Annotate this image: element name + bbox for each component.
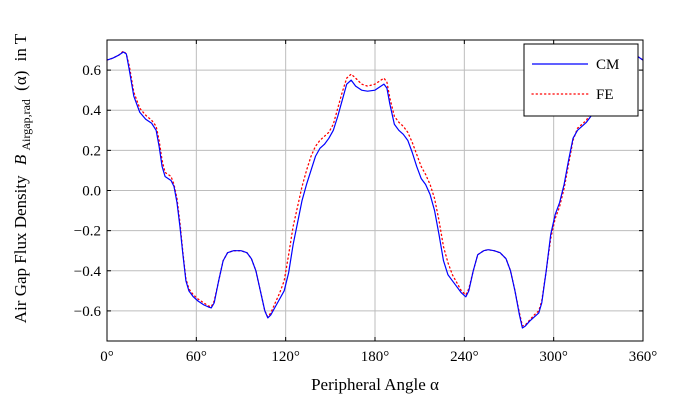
y-tick-label: 0.0 [82, 184, 101, 200]
y-tick-label: −0.4 [74, 264, 102, 280]
y-tick-label: 0.4 [82, 103, 101, 119]
y-tick-label: −0.2 [74, 224, 101, 240]
x-tick-label: 60° [186, 349, 207, 365]
y-axis-title-prefix: Air Gap Flux Density [11, 175, 30, 323]
x-tick-label: 0° [100, 349, 114, 365]
y-tick-label: 0.6 [82, 63, 101, 79]
y-axis-title-unit: in T [11, 33, 30, 61]
x-tick-label: 180° [361, 349, 390, 365]
legend-box [523, 43, 639, 117]
series-line-cm [106, 51, 644, 329]
y-axis-title-subscript: Airgap,rad [19, 99, 33, 150]
series-lines [106, 50, 644, 329]
y-axis-title: Air Gap Flux Density B Airgap,rad (α) in… [11, 33, 34, 323]
x-axis-title: Peripheral Angle α [311, 375, 439, 394]
y-axis-title-args: (α) [11, 71, 30, 91]
x-tick-label: 240° [450, 349, 479, 365]
legend: CM FE [523, 43, 639, 117]
legend-label-fe: FE [596, 87, 614, 103]
x-tick-label: 120° [271, 349, 300, 365]
legend-label-cm: CM [596, 57, 619, 73]
y-axis-title-symbol: B [11, 154, 30, 165]
axis-ticks: 0° 60° 120° 180° 240° 300° 360° −0.6 −0.4 −0.2 0.0… [74, 40, 657, 365]
x-tick-label: 300° [539, 349, 568, 365]
x-tick-label: 360° [629, 349, 658, 365]
y-tick-label: 0.2 [82, 143, 101, 159]
y-tick-label: −0.6 [74, 304, 102, 320]
